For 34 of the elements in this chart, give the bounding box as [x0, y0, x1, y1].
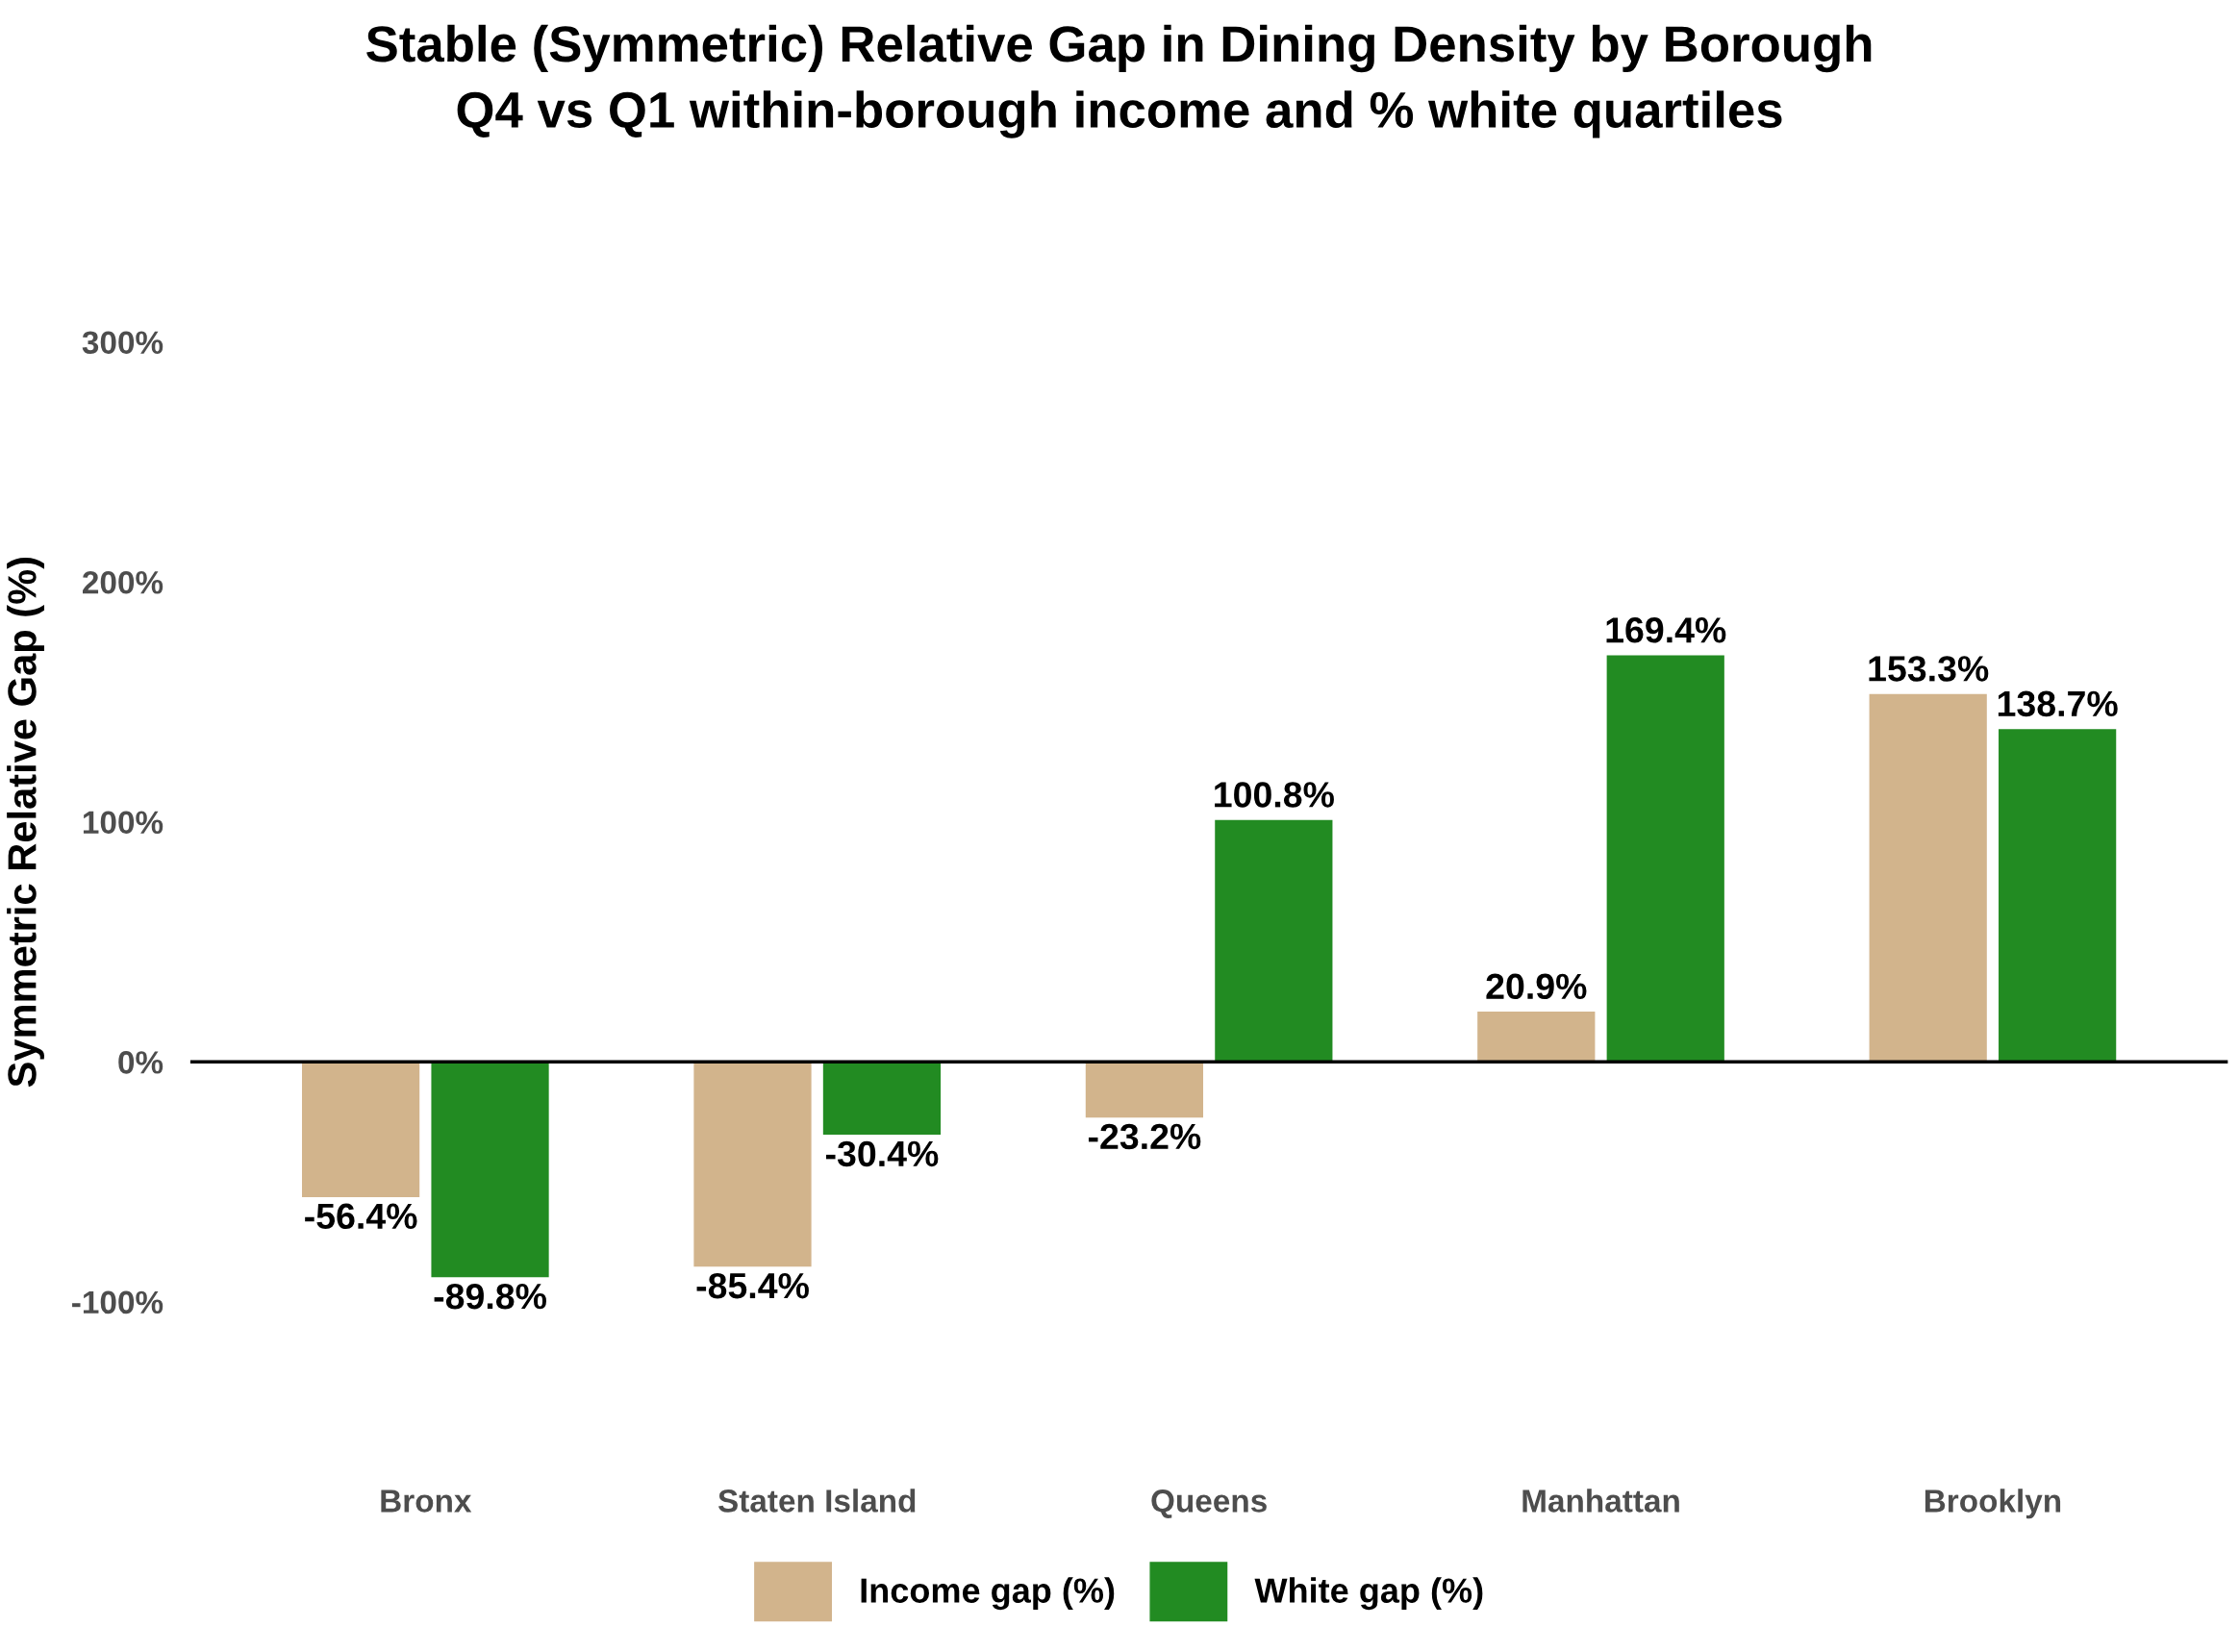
data-label: 100.8%	[1215, 782, 1334, 808]
bar	[1999, 729, 2117, 1063]
y-tick-label: 0%	[118, 1051, 164, 1074]
bar	[1215, 819, 1333, 1063]
y-tick-label: 100%	[83, 811, 164, 835]
data-label: -56.4%	[305, 1203, 417, 1230]
y-tick-label: 200%	[83, 570, 164, 594]
data-label: -85.4%	[696, 1272, 809, 1299]
data-label: -89.8%	[434, 1283, 546, 1310]
bar	[301, 1062, 420, 1197]
bar	[1869, 693, 1987, 1063]
legend-label: Income gap (%)	[861, 1577, 1115, 1611]
bar	[1085, 1062, 1204, 1118]
bar	[693, 1062, 812, 1267]
bar	[1477, 1012, 1596, 1063]
bar	[1606, 655, 1724, 1063]
data-label: -23.2%	[1088, 1123, 1201, 1150]
x-tick-label: Bronx	[381, 1489, 472, 1513]
data-label: 138.7%	[1998, 690, 2118, 717]
y-tick-label: -100%	[72, 1290, 164, 1314]
data-label: 153.3%	[1869, 656, 1989, 682]
x-tick-label: Staten Island	[717, 1489, 916, 1513]
chart-title: Stable (Symmetric) Relative Gap in Dining Density by Borough Q4 vs Q1 within-borough income and % white quartiles	[366, 24, 1872, 138]
data-label: -30.4%	[826, 1140, 939, 1167]
y-axis-title: Symmetric Relative Gap (%)	[7, 558, 44, 1088]
data-label: 20.9%	[1486, 973, 1587, 1000]
x-tick-label: Brooklyn	[1925, 1489, 2061, 1519]
bar	[431, 1062, 549, 1278]
x-tick-label: Manhattan	[1522, 1489, 1679, 1513]
y-tick-label: 300%	[82, 331, 164, 355]
x-tick-label: Queens	[1151, 1489, 1267, 1518]
data-label: 169.4%	[1606, 617, 1726, 643]
legend-label: White gap (%)	[1254, 1577, 1483, 1611]
bar	[822, 1062, 942, 1136]
